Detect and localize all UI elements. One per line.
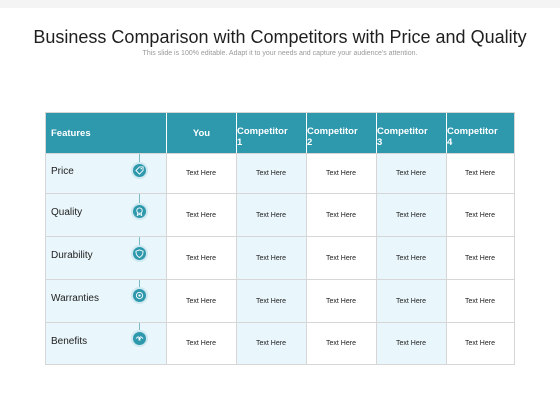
shield-icon xyxy=(131,245,148,262)
row-divider xyxy=(46,322,514,323)
table-cell: Text Here xyxy=(186,254,216,262)
table-cell: Text Here xyxy=(256,211,286,219)
table-cell: Text Here xyxy=(256,170,286,177)
header-features-label: Features xyxy=(51,127,91,139)
feature-warranties-label: Warranties xyxy=(51,293,99,304)
page-title: Business Comparison with Competitors wit… xyxy=(33,27,527,47)
table-cell: Text Here xyxy=(186,297,216,305)
row-divider xyxy=(46,236,514,237)
table-cell: Text Here xyxy=(256,254,286,262)
column-competitor-2-bg xyxy=(306,153,376,364)
feature-price-label: Price xyxy=(51,166,74,177)
icon-connector xyxy=(139,194,140,204)
table-cell: Text Here xyxy=(326,340,356,347)
table-cell: Text Here xyxy=(396,170,426,177)
header-competitor-4-line1: Competitor xyxy=(447,125,498,137)
header-competitor-3: Competitor 3 xyxy=(376,113,446,153)
top-bar xyxy=(0,0,560,8)
table-cell: Text Here xyxy=(396,254,426,262)
table-cell: Text Here xyxy=(186,211,216,219)
table-cell: Text Here xyxy=(186,340,216,347)
table-cell: Text Here xyxy=(326,297,356,305)
header-competitor-1: Competitor 1 xyxy=(236,113,306,153)
feature-quality-label: Quality xyxy=(51,207,83,218)
table-header: Features You Competitor 1 Competitor 2 C… xyxy=(46,113,514,153)
icon-connector xyxy=(139,323,140,332)
header-competitor-2-line1: Competitor xyxy=(307,125,358,137)
quality-badge-icon xyxy=(131,203,148,220)
table-cell: Text Here xyxy=(186,170,216,177)
certificate-icon xyxy=(131,287,148,304)
header-competitor-3-line2: 3 xyxy=(377,136,383,148)
column-competitor-4-bg xyxy=(446,153,514,364)
row-divider xyxy=(46,279,514,280)
column-competitor-3-bg xyxy=(376,153,446,364)
icon-connector xyxy=(139,154,140,163)
handshake-icon xyxy=(131,330,148,347)
table-cell: Text Here xyxy=(465,170,495,177)
icon-connector xyxy=(139,280,140,289)
table-cell: Text Here xyxy=(326,170,356,177)
header-competitor-1-line1: Competitor xyxy=(237,125,288,137)
table-cell: Text Here xyxy=(396,340,426,347)
table-cell: Text Here xyxy=(256,340,286,347)
table-cell: Text Here xyxy=(396,211,426,219)
feature-benefits-label: Benefits xyxy=(51,336,88,347)
table-cell: Text Here xyxy=(465,297,495,305)
table-cell: Text Here xyxy=(326,211,356,219)
header-features: Features xyxy=(46,113,166,153)
header-competitor-1-line2: 1 xyxy=(237,136,243,148)
comparison-table: Features You Competitor 1 Competitor 2 C… xyxy=(45,112,515,365)
feature-durability-label: Durability xyxy=(51,250,93,261)
header-competitor-3-line1: Competitor xyxy=(377,125,428,137)
header-competitor-4: Competitor 4 xyxy=(446,113,514,153)
header-competitor-4-line2: 4 xyxy=(447,136,453,148)
column-you-bg xyxy=(166,153,236,364)
header-competitor-2: Competitor 2 xyxy=(306,113,376,153)
header-you-label: You xyxy=(192,127,211,139)
price-tag-icon xyxy=(131,162,148,179)
table-cell: Text Here xyxy=(396,297,426,305)
column-competitor-1-bg xyxy=(236,153,306,364)
header-you: You xyxy=(166,113,236,153)
row-divider xyxy=(46,193,514,194)
table-cell: Text Here xyxy=(465,211,495,219)
icon-connector xyxy=(139,237,140,246)
header-competitor-2-line2: 2 xyxy=(307,136,313,148)
table-cell: Text Here xyxy=(256,297,286,305)
table-cell: Text Here xyxy=(465,340,495,347)
page-subtitle: This slide is 100% editable. Adapt it to… xyxy=(142,50,418,57)
row-divider xyxy=(46,153,514,154)
table-cell: Text Here xyxy=(465,254,495,262)
table-cell: Text Here xyxy=(326,254,356,262)
